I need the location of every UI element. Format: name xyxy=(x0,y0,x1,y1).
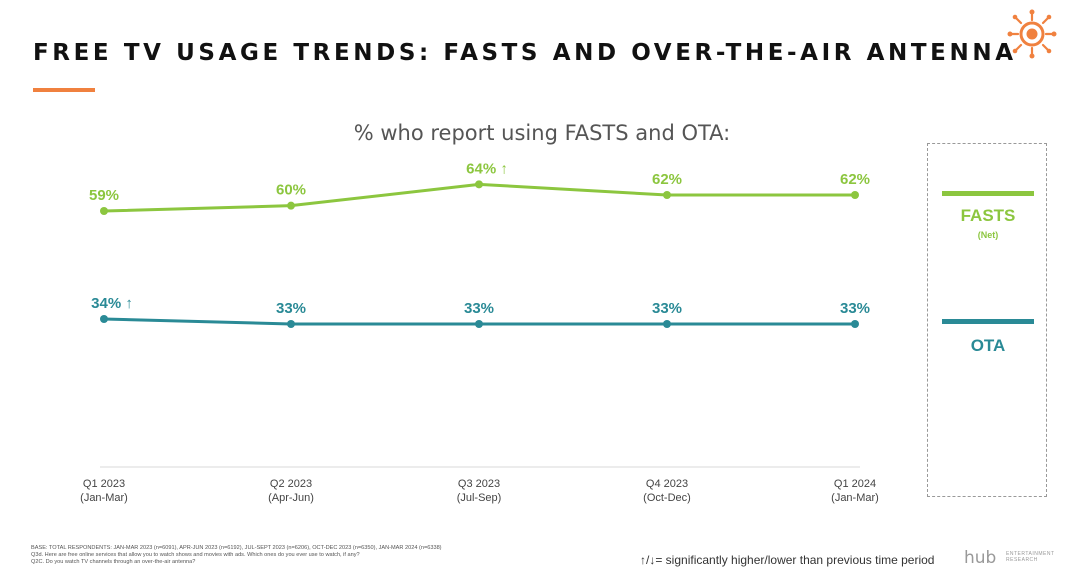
sun-target-icon xyxy=(1007,9,1057,59)
data-point-ota xyxy=(663,320,671,328)
legend-line-fasts xyxy=(942,191,1034,196)
data-point-fasts xyxy=(851,191,859,200)
hub-wordmark: hub xyxy=(964,548,997,568)
legend: FASTS (Net) OTA xyxy=(927,143,1047,497)
series-line-fasts xyxy=(103,182,855,213)
data-point-ota xyxy=(287,320,295,328)
data-label-ota: 34% ↑ xyxy=(91,295,133,312)
legend-label-ota: OTA xyxy=(970,336,1006,355)
footnote-base: BASE: TOTAL RESPONDENTS: JAN-MAR 2023 (n… xyxy=(31,545,442,551)
data-label-ota: 33% xyxy=(276,300,306,317)
x-tick-label: Q2 2023 (Apr-Jun) xyxy=(268,478,314,504)
data-label-ota: 33% xyxy=(652,300,682,317)
legend-line-ota xyxy=(942,319,1034,324)
x-tick-label: Q4 2023 (Oct-Dec) xyxy=(643,478,691,504)
data-label-ota: 33% xyxy=(840,300,870,317)
data-label-fasts: 64% ↑ xyxy=(466,160,508,177)
data-label-fasts: 62% xyxy=(652,171,682,188)
footnote-q2c: Q2C. Do you watch TV channels through an… xyxy=(31,559,196,565)
x-tick-label: Q1 2023 (Jan-Mar) xyxy=(80,478,128,504)
data-point-fasts xyxy=(287,201,295,210)
legend-sublabel-fasts: (Net) xyxy=(977,230,999,240)
data-point-fasts xyxy=(475,180,483,189)
page-title: FREE TV USAGE TRENDS: FASTS AND OVER-THE… xyxy=(33,40,1017,66)
chart-title: % who report using FASTS and OTA: xyxy=(354,121,731,145)
data-label-ota: 33% xyxy=(464,300,494,317)
title-underline xyxy=(33,88,95,92)
data-point-ota xyxy=(100,315,108,323)
hub-subtitle: ENTERTAINMENT RESEARCH xyxy=(1006,551,1055,563)
data-label-fasts: 60% xyxy=(276,182,306,199)
data-point-ota xyxy=(851,320,859,328)
hub-logo: hub ENTERTAINMENT RESEARCH xyxy=(964,548,1055,568)
data-point-fasts xyxy=(663,191,671,200)
footnotes: BASE: TOTAL RESPONDENTS: JAN-MAR 2023 (n… xyxy=(31,545,442,566)
significance-note: ↑/↓= significantly higher/lower than pre… xyxy=(640,553,935,567)
legend-label-fasts: FASTS xyxy=(960,206,1016,225)
footnote-q3d: Q3d. Here are free online services that … xyxy=(31,552,360,558)
x-tick-label: Q1 2024 (Jan-Mar) xyxy=(831,478,879,504)
x-tick-label: Q3 2023 (Jul-Sep) xyxy=(457,478,502,504)
data-label-fasts: 59% xyxy=(89,187,119,204)
data-point-fasts xyxy=(100,207,108,215)
data-label-fasts: 62% xyxy=(840,171,870,188)
data-point-ota xyxy=(475,320,483,328)
